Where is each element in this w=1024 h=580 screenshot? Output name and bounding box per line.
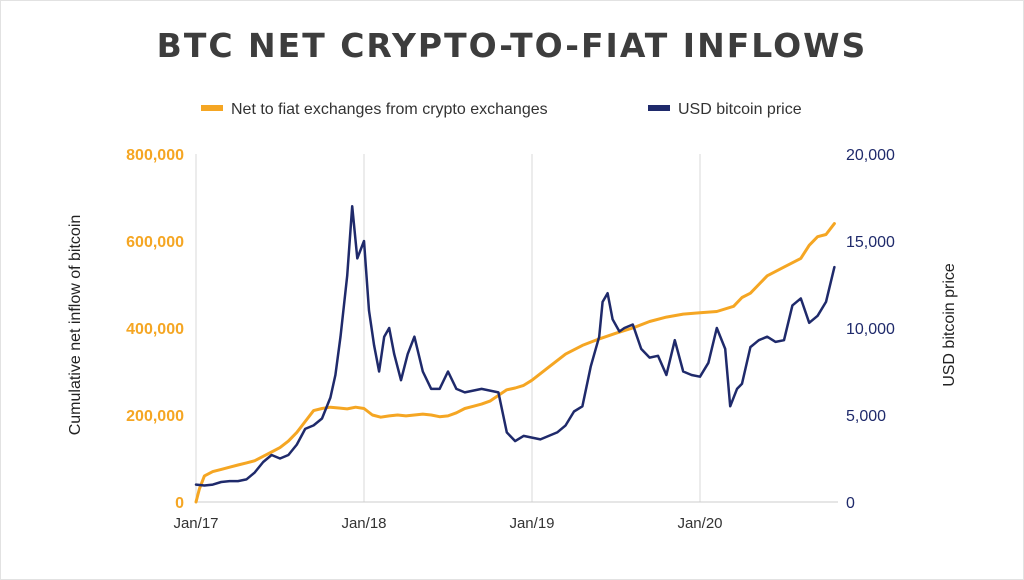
- series-line-btc-price: [194, 204, 836, 487]
- x-tick-label: Jan/18: [341, 515, 386, 532]
- y-right-tick-label: 20,000: [846, 147, 895, 164]
- y-left-tick-label: 400,000: [126, 321, 184, 338]
- tick-labels: 0 200,000 400,000 600,000 800,000 0 5,000 10,00…: [126, 147, 895, 532]
- y-left-tick-label: 600,000: [126, 234, 184, 251]
- legend: Net to fiat exchanges from crypto exchan…: [201, 101, 802, 118]
- right-axis-title: USD bitcoin price: [941, 263, 958, 387]
- y-right-tick-label: 10,000: [846, 321, 895, 338]
- chart-title: BTC NET CRYPTO-TO-FIAT INFLOWS: [156, 26, 868, 65]
- legend-label: USD bitcoin price: [678, 101, 802, 118]
- series-layer: [194, 204, 836, 504]
- y-left-tick-label: 800,000: [126, 147, 184, 164]
- grid-lines: [195, 154, 838, 503]
- series-line-net-inflow: [194, 222, 836, 504]
- left-axis-title: Cumulative net inflow of bitcoin: [67, 215, 84, 436]
- x-tick-label: Jan/17: [173, 515, 218, 532]
- y-right-tick-label: 0: [846, 495, 855, 512]
- x-tick-label: Jan/20: [677, 515, 722, 532]
- legend-label: Net to fiat exchanges from crypto exchan…: [231, 101, 548, 118]
- legend-swatch: [648, 105, 670, 111]
- legend-swatch: [201, 105, 223, 111]
- y-right-tick-label: 5,000: [846, 408, 886, 425]
- y-left-tick-label: 0: [175, 495, 184, 512]
- y-left-tick-label: 200,000: [126, 408, 184, 425]
- x-tick-label: Jan/19: [509, 515, 554, 532]
- y-right-tick-label: 15,000: [846, 234, 895, 251]
